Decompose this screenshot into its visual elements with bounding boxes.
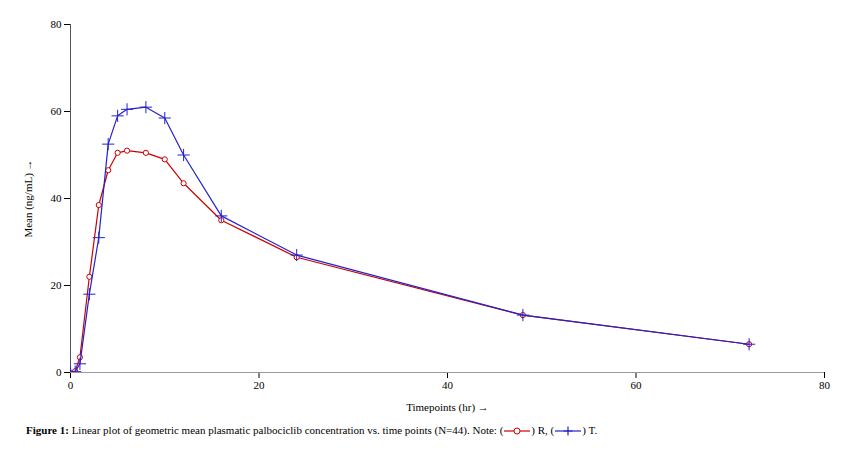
svg-text:60: 60 — [51, 105, 63, 117]
html-text:Figure 1: Linear plot of geome: Figure 1: Linear plot of geometric mean … — [26, 424, 504, 436]
svg-text:40: 40 — [51, 192, 63, 204]
svg-text:80: 80 — [51, 18, 63, 30]
svg-text:0: 0 — [68, 379, 74, 391]
svg-text:80: 80 — [819, 379, 831, 391]
svg-text:0: 0 — [56, 366, 62, 378]
svg-text:Timepoints (hr) →: Timepoints (hr) → — [406, 401, 489, 414]
svg-text:20: 20 — [51, 279, 63, 291]
svg-text:40: 40 — [442, 379, 454, 391]
html-text:) R, (: ) R, ( — [531, 424, 555, 436]
svg-text:20: 20 — [254, 379, 266, 391]
svg-text:60: 60 — [631, 379, 643, 391]
svg-text:Mean (ng/mL) →: Mean (ng/mL) → — [22, 159, 35, 237]
html-text:) T.: ) T. — [582, 424, 598, 436]
